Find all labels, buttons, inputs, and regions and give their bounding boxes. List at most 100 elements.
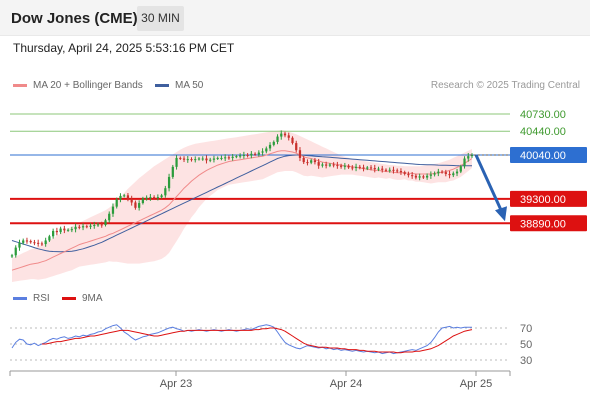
level-label-resistance: 40730.00 bbox=[520, 109, 566, 121]
candle-body bbox=[366, 167, 369, 169]
candle-body bbox=[227, 157, 231, 159]
candle-body bbox=[55, 230, 58, 233]
time-tick-label: Apr 24 bbox=[330, 378, 362, 390]
legend-ma50-label: MA 50 bbox=[175, 80, 204, 91]
candle-body bbox=[463, 158, 466, 167]
candle-body bbox=[63, 228, 66, 231]
candle-body bbox=[220, 157, 223, 159]
rsi-tick-label: 70 bbox=[520, 323, 532, 335]
candle-body bbox=[325, 164, 328, 166]
moving-averages bbox=[11, 150, 473, 271]
bollinger-band-area bbox=[12, 130, 472, 282]
candle-body bbox=[152, 197, 156, 199]
candle-body bbox=[130, 198, 133, 203]
candle-body bbox=[261, 151, 264, 153]
candle-body bbox=[302, 157, 305, 163]
candle-body bbox=[321, 164, 324, 166]
candle-body bbox=[175, 157, 178, 167]
candle-body bbox=[134, 202, 137, 208]
candle-body bbox=[186, 159, 189, 161]
candle-body bbox=[452, 173, 455, 176]
candle-body bbox=[268, 144, 272, 149]
candle-body bbox=[392, 169, 395, 171]
candle-body bbox=[70, 229, 73, 231]
candle-body bbox=[444, 172, 447, 174]
candle-body bbox=[291, 137, 294, 144]
candle-body bbox=[373, 168, 376, 170]
candle-body bbox=[141, 198, 145, 204]
candle-body bbox=[37, 242, 40, 244]
candle-body bbox=[317, 162, 320, 166]
candle-body bbox=[194, 159, 197, 161]
candle-body bbox=[171, 166, 174, 177]
candle-body bbox=[29, 241, 32, 243]
level-label-box-pivot bbox=[510, 146, 587, 163]
timeframe-button[interactable]: 30 MIN bbox=[137, 6, 184, 31]
candle-body bbox=[384, 169, 388, 171]
level-label-support: 38890.00 bbox=[520, 218, 566, 230]
candle-body bbox=[78, 226, 81, 228]
candle-body bbox=[448, 173, 451, 176]
candle-body bbox=[437, 171, 440, 174]
legend-rsi: RSI bbox=[13, 293, 50, 304]
level-labels: 40730.00 40440.00 40040.00 39300.00 38890.00 bbox=[510, 109, 587, 232]
candle-body bbox=[310, 160, 313, 163]
candle-body bbox=[149, 197, 152, 199]
bollinger-bands bbox=[12, 130, 472, 282]
level-label-support: 39300.00 bbox=[520, 194, 566, 206]
candle-body bbox=[272, 141, 275, 145]
rsi-swatch bbox=[13, 297, 27, 300]
candle-body bbox=[298, 150, 302, 158]
level-label-resistance: 40440.00 bbox=[520, 126, 566, 138]
candle-body bbox=[347, 165, 350, 168]
candle-body bbox=[403, 172, 406, 174]
candle-body bbox=[422, 176, 425, 178]
projection-arrow-shaft bbox=[474, 154, 504, 213]
candle-body bbox=[205, 158, 208, 161]
candle-body bbox=[66, 229, 70, 231]
legend-ma20-label: MA 20 + Bollinger Bands bbox=[33, 80, 143, 91]
candle-body bbox=[224, 157, 227, 159]
candle-body bbox=[467, 156, 470, 159]
rsi-tick-label: 50 bbox=[520, 339, 532, 351]
level-label-pivot: 40040.00 bbox=[520, 150, 566, 162]
candle-body bbox=[25, 240, 29, 242]
candle-body bbox=[18, 242, 21, 248]
candle-body bbox=[14, 247, 17, 256]
candle-body bbox=[358, 166, 361, 168]
candle-body bbox=[190, 159, 193, 161]
candle-body bbox=[74, 226, 77, 230]
candle-body bbox=[96, 224, 100, 226]
candle-body bbox=[85, 226, 88, 228]
candle-body bbox=[407, 173, 410, 176]
candle-body bbox=[313, 160, 317, 163]
candle-body bbox=[377, 168, 380, 170]
candle-body bbox=[197, 158, 201, 160]
candle-body bbox=[239, 155, 242, 157]
candle-body bbox=[399, 171, 403, 173]
legend-ma20-bb: MA 20 + Bollinger Bands bbox=[13, 80, 143, 91]
candle-body bbox=[108, 213, 111, 221]
candle-body bbox=[52, 230, 55, 237]
time-tick-label: Apr 23 bbox=[160, 378, 192, 390]
candle-body bbox=[179, 157, 182, 159]
rsi-panel: 70 50 30 bbox=[10, 323, 532, 367]
rsi-ma-swatch bbox=[62, 297, 76, 300]
candle-body bbox=[396, 170, 399, 172]
candle-body bbox=[212, 158, 216, 160]
candle-body bbox=[246, 154, 249, 156]
candle-body bbox=[182, 158, 186, 160]
candle-body bbox=[115, 199, 118, 207]
ma50-swatch bbox=[155, 84, 169, 87]
candle-body bbox=[343, 165, 346, 167]
candle-body bbox=[295, 143, 298, 151]
candle-body bbox=[351, 167, 354, 169]
candle-body bbox=[440, 171, 444, 173]
chart-credit: Research © 2025 Trading Central bbox=[430, 80, 580, 91]
candle-body bbox=[381, 168, 384, 170]
candle-body bbox=[283, 133, 287, 136]
rsi-tick-label: 30 bbox=[520, 355, 532, 367]
candle-body bbox=[160, 195, 163, 198]
candle-body bbox=[242, 154, 245, 156]
